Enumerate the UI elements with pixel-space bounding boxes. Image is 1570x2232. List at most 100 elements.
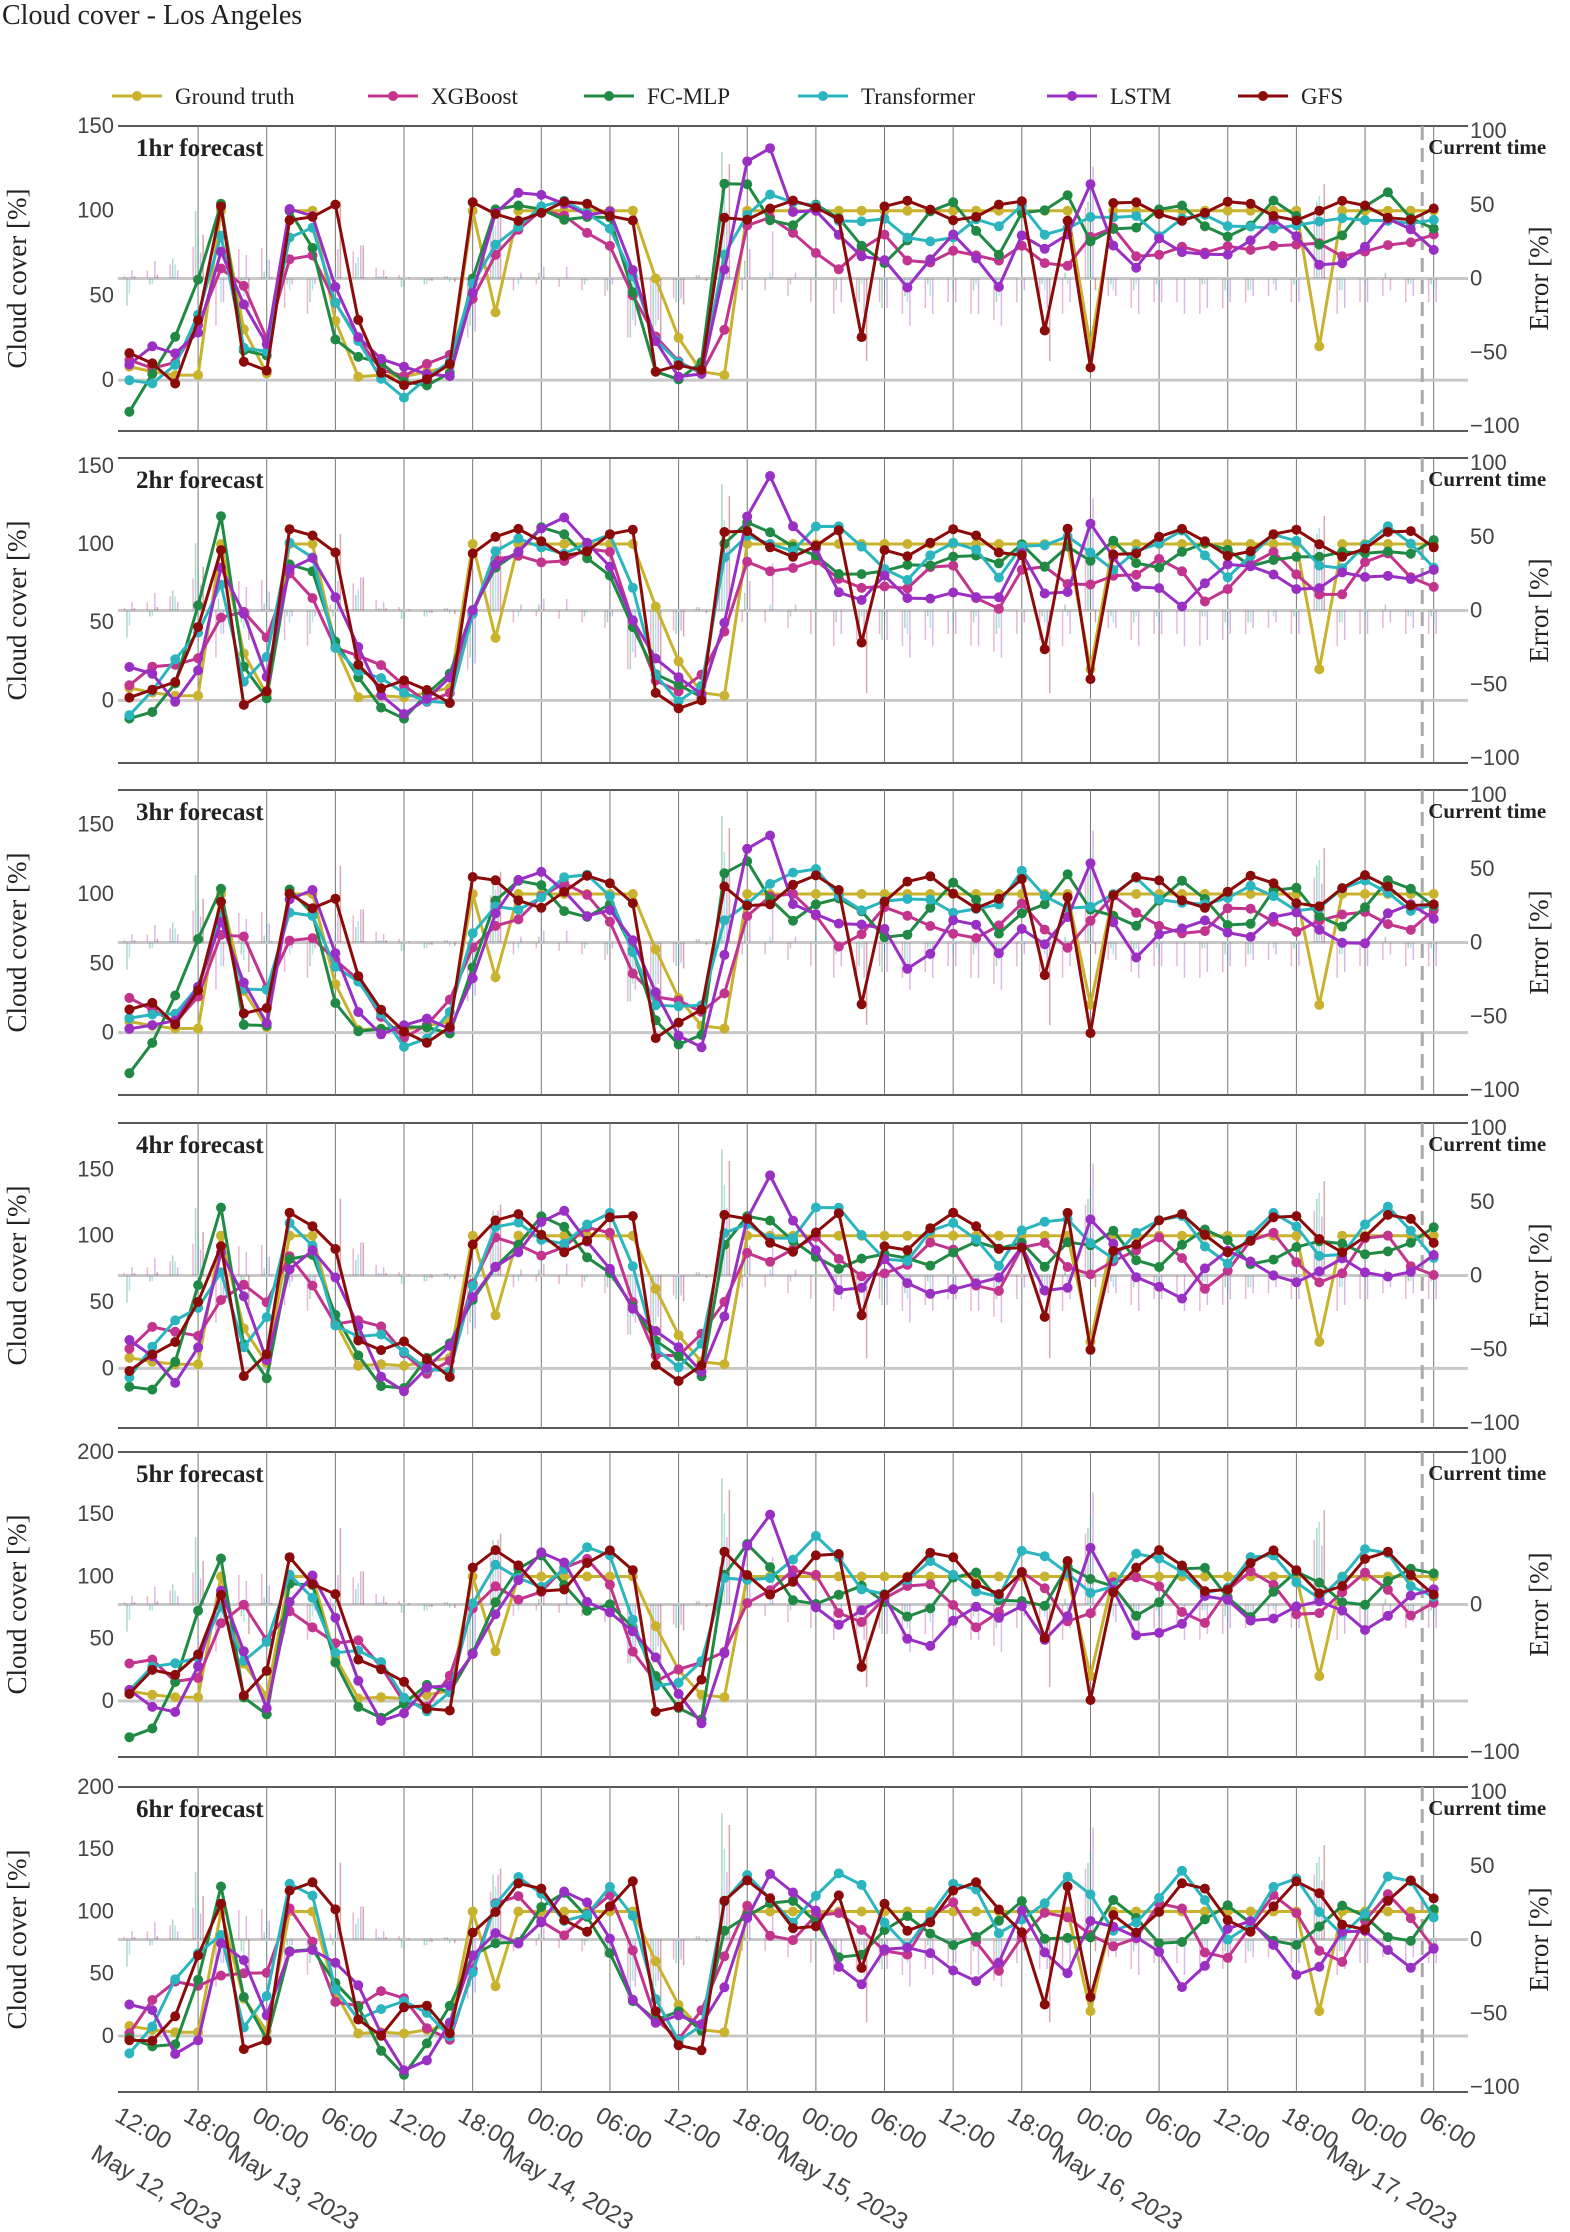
data-point [1291, 1601, 1302, 1612]
data-point [582, 546, 593, 557]
data-point [673, 332, 684, 343]
data-point [856, 569, 867, 580]
data-point [513, 1878, 524, 1889]
data-point [856, 1605, 867, 1616]
data-point [399, 361, 409, 372]
data-point [925, 1948, 936, 1959]
data-point [765, 1215, 776, 1226]
data-point [353, 1675, 364, 1686]
series-line [128, 1204, 1435, 1379]
data-point [719, 1951, 730, 1962]
data-point [604, 1579, 615, 1590]
data-point [1405, 224, 1416, 235]
data-point [1177, 923, 1187, 934]
y-axis-label: Cloud cover [%] [2, 853, 32, 1033]
data-point [216, 1241, 226, 1252]
data-point [719, 178, 730, 189]
data-point [948, 1569, 959, 1580]
data-point [124, 1335, 135, 1345]
data-point [948, 928, 959, 939]
error-tick-label: 50 [1470, 524, 1494, 549]
data-point [1039, 1216, 1050, 1227]
data-point [604, 891, 615, 902]
data-point [650, 944, 661, 955]
data-point [673, 1688, 684, 1699]
x-tick-label: 12:00 [110, 2102, 176, 2155]
data-point [1405, 526, 1416, 537]
data-point [376, 2030, 387, 2041]
data-point [627, 265, 638, 276]
data-point [833, 214, 844, 225]
legend-item-transformer: Transformer [798, 84, 975, 109]
data-point [238, 977, 249, 988]
data-point [1360, 1249, 1370, 1260]
data-point [1222, 1952, 1233, 1963]
data-point [124, 1343, 135, 1354]
series-xgboost [124, 878, 1439, 1043]
data-point [421, 2038, 432, 2049]
data-point [1131, 211, 1142, 221]
data-point [627, 205, 638, 216]
data-point [1016, 1905, 1027, 1916]
y-axis-label: Cloud cover [%] [2, 1186, 32, 1366]
data-point [856, 205, 867, 216]
data-point [1154, 1581, 1165, 1592]
data-point [1382, 570, 1393, 581]
error-axis-label: Error [%] [1524, 1223, 1554, 1327]
data-point [376, 1664, 387, 1675]
data-point [765, 1509, 776, 1520]
data-point [1337, 1926, 1348, 1937]
data-point [1108, 1910, 1119, 1920]
data-point [788, 1576, 798, 1587]
error-tick-label: −50 [1470, 2000, 1507, 2025]
data-point [1222, 1258, 1233, 1269]
error-tick-label: −100 [1470, 1077, 1520, 1102]
y-tick-label: 0 [102, 1688, 114, 1713]
data-point [147, 1009, 158, 1020]
data-point [582, 889, 593, 900]
data-point [238, 699, 249, 710]
data-point [307, 242, 318, 253]
data-point [673, 1017, 684, 1028]
data-point [833, 205, 844, 216]
data-point [1108, 240, 1119, 251]
data-point [971, 1579, 982, 1590]
data-point [307, 1936, 318, 1947]
data-point [376, 702, 387, 713]
data-point [833, 1263, 844, 1274]
data-point [1382, 919, 1393, 930]
data-point [1291, 1876, 1302, 1887]
legend-label: Ground truth [175, 84, 295, 109]
data-point [719, 1546, 730, 1557]
y-axis-label: Cloud cover [%] [2, 1515, 32, 1695]
data-point [1016, 541, 1027, 552]
data-point [147, 2005, 158, 2016]
data-point [490, 1597, 501, 1608]
data-point [307, 593, 318, 604]
data-point [1085, 901, 1096, 912]
data-point [856, 999, 867, 1010]
data-point [376, 1986, 387, 1997]
data-point [1154, 233, 1165, 244]
error-tick-label: −100 [1470, 1410, 1520, 1435]
data-point [376, 690, 387, 701]
data-point [810, 909, 821, 920]
data-point [810, 1550, 821, 1561]
data-point [376, 1321, 387, 1332]
data-point [788, 207, 798, 217]
data-point [307, 553, 318, 563]
data-point [170, 378, 181, 389]
data-point [124, 1999, 135, 2010]
data-point [948, 537, 959, 548]
data-point [1314, 1234, 1325, 1244]
data-point [444, 1705, 455, 1716]
data-point [490, 1215, 501, 1226]
data-point [650, 987, 661, 998]
data-point [307, 1570, 318, 1581]
x-tick-label: 12:00 [934, 2102, 1000, 2155]
x-tick-label: 12:00 [385, 2102, 451, 2155]
data-point [856, 1661, 867, 1672]
data-point [1108, 1246, 1119, 1256]
data-point [376, 1371, 387, 1382]
data-point [284, 1946, 295, 1957]
